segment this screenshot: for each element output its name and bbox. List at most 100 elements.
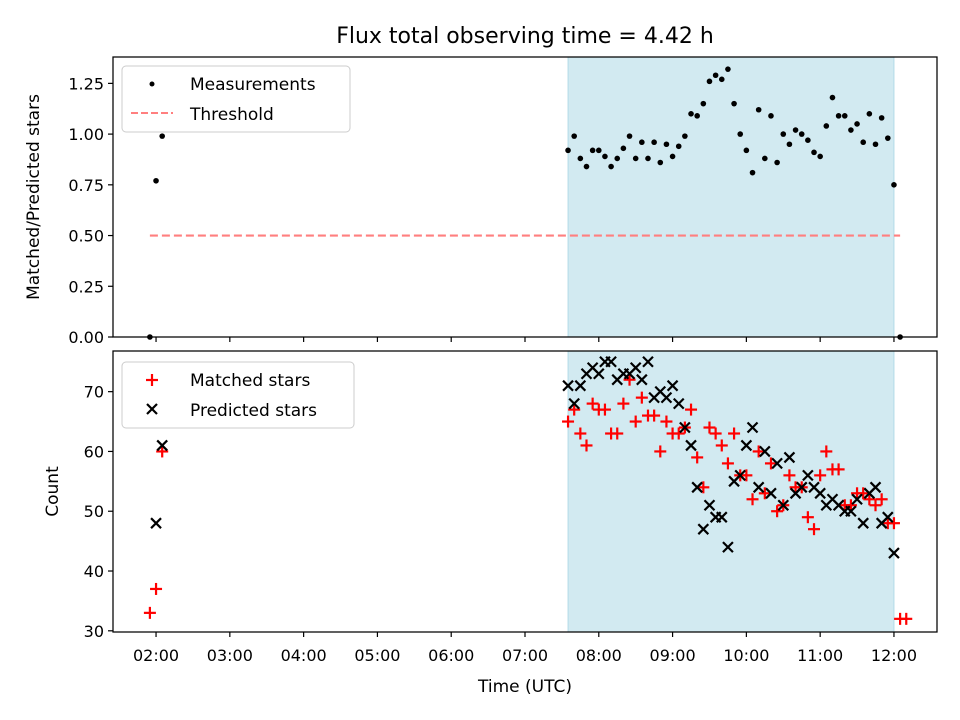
predicted-point bbox=[771, 457, 783, 470]
matched-point bbox=[857, 487, 870, 500]
predicted-point bbox=[636, 373, 648, 386]
matched-point bbox=[586, 397, 599, 410]
predicted-point bbox=[642, 355, 654, 368]
x-tick-label: 06:00 bbox=[428, 646, 474, 665]
measurement-point bbox=[712, 72, 719, 79]
matched-point bbox=[598, 403, 611, 416]
y-tick-label: 40 bbox=[84, 562, 104, 581]
measurement-point bbox=[872, 141, 879, 148]
measurement-point bbox=[589, 147, 596, 154]
legend-threshold-label: Threshold bbox=[189, 105, 274, 125]
chart-title: Flux total observing time = 4.42 h bbox=[336, 24, 714, 49]
matched-point bbox=[635, 391, 648, 404]
matched-point bbox=[709, 427, 722, 440]
x-tick-label: 02:00 bbox=[133, 646, 179, 665]
matched-point bbox=[875, 493, 888, 506]
measurement-point bbox=[743, 147, 750, 154]
predicted-point bbox=[703, 499, 716, 512]
predicted-point bbox=[734, 469, 747, 482]
count-y-axis-label: Count bbox=[43, 466, 63, 517]
matched-point bbox=[611, 427, 624, 440]
predicted-point bbox=[752, 481, 765, 494]
measurement-point bbox=[792, 127, 799, 133]
measurement-point bbox=[780, 131, 787, 137]
matched-point bbox=[740, 469, 753, 482]
measurement-point bbox=[608, 163, 614, 170]
matched-point bbox=[703, 421, 716, 434]
matched-point bbox=[660, 415, 673, 428]
y-tick-label: 0.00 bbox=[68, 328, 104, 347]
measurement-point bbox=[829, 94, 836, 101]
y-tick-label: 50 bbox=[84, 502, 104, 521]
predicted-point bbox=[666, 379, 679, 392]
predicted-point bbox=[759, 445, 771, 458]
matched-point bbox=[746, 493, 759, 506]
predicted-point bbox=[851, 493, 863, 506]
measurement-point bbox=[651, 139, 657, 146]
count-y-ticks: 30 40 50 60 70 bbox=[84, 383, 113, 641]
measurement-point bbox=[725, 66, 731, 72]
measurement-point bbox=[860, 139, 867, 146]
matched-point bbox=[764, 457, 777, 470]
x-tick-label: 11:00 bbox=[797, 646, 843, 665]
measurement-point bbox=[571, 133, 577, 139]
measurement-point bbox=[577, 155, 584, 162]
predicted-point bbox=[562, 379, 574, 392]
predicted-point bbox=[660, 391, 673, 404]
count-panel: 30 40 50 60 70 02:00 03:00 04:00 05:00 06:00 07:0… bbox=[43, 350, 938, 665]
matched-point bbox=[623, 373, 636, 386]
matched-point bbox=[562, 415, 575, 428]
predicted-point bbox=[150, 517, 162, 529]
count-legend-box bbox=[121, 361, 355, 429]
measurement-point bbox=[848, 127, 854, 133]
matched-point bbox=[629, 415, 642, 428]
measurement-point bbox=[841, 113, 848, 119]
x-tick-label: 08:00 bbox=[576, 646, 622, 665]
matched-point bbox=[143, 606, 156, 619]
matched-point bbox=[654, 445, 667, 458]
measurement-point bbox=[626, 133, 633, 139]
predicted-point bbox=[746, 421, 759, 434]
ratio-plot-frame bbox=[112, 56, 938, 338]
predicted-point bbox=[672, 397, 685, 410]
x-tick-label: 12:00 bbox=[871, 646, 917, 665]
matched-point bbox=[808, 523, 821, 536]
measurement-point bbox=[700, 100, 707, 107]
predicted-point bbox=[740, 439, 753, 452]
predicted-point bbox=[568, 397, 580, 410]
measurement-point bbox=[786, 141, 793, 148]
measurement-point bbox=[854, 121, 860, 127]
x-axis-label: Time (UTC) bbox=[477, 677, 572, 697]
predicted-point bbox=[722, 541, 734, 553]
count-plot-frame bbox=[112, 350, 938, 633]
measurement-point bbox=[639, 139, 645, 146]
matched-point bbox=[156, 445, 169, 458]
predicted-point bbox=[814, 487, 826, 500]
measurement-point bbox=[866, 111, 873, 117]
predicted-point bbox=[574, 379, 587, 392]
legend-predicted-label: Predicted stars bbox=[190, 401, 317, 421]
measurement-point bbox=[885, 135, 891, 141]
predicted-point bbox=[777, 499, 790, 512]
predicted-point bbox=[156, 439, 168, 452]
x-tick-label: 07:00 bbox=[502, 646, 548, 665]
matched-point bbox=[758, 487, 771, 500]
matched-point bbox=[771, 505, 784, 518]
x-tick-label: 05:00 bbox=[354, 646, 400, 665]
measurement-point bbox=[755, 106, 762, 113]
predicted-point bbox=[857, 517, 869, 529]
predicted-point bbox=[888, 547, 900, 559]
measurement-point bbox=[878, 115, 885, 121]
measurement-point bbox=[583, 163, 590, 170]
legend-measurements-label: Measurements bbox=[190, 75, 316, 95]
measurement-point bbox=[682, 133, 688, 139]
measurement-point bbox=[798, 131, 805, 137]
measurement-point bbox=[749, 169, 756, 176]
matched-point bbox=[691, 451, 704, 464]
measurement-point bbox=[614, 155, 621, 162]
matched-point bbox=[863, 493, 876, 506]
measurement-point bbox=[718, 76, 725, 83]
x-tick-label: 10:00 bbox=[723, 646, 769, 665]
matched-point bbox=[150, 582, 163, 595]
